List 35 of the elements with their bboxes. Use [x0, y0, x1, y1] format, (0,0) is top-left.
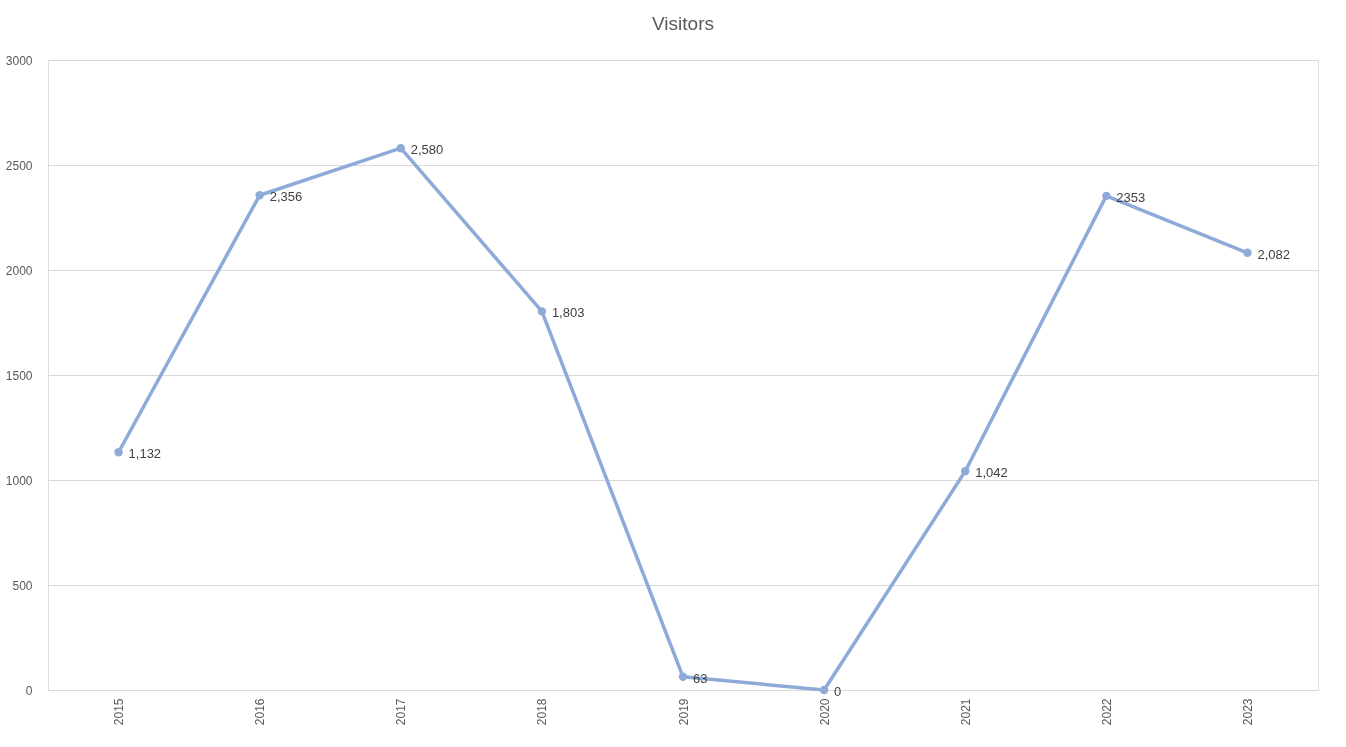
x-tick-label: 2020: [817, 698, 832, 726]
x-tick-label: 2021: [958, 698, 973, 726]
y-tick-label: 1500: [5, 368, 33, 383]
y-tick-label: 500: [12, 578, 33, 593]
y-tick-label: 3000: [5, 53, 33, 68]
x-tick-label: 2017: [394, 698, 409, 726]
x-tick-label: 2022: [1099, 698, 1114, 726]
data-label: 2353: [1116, 189, 1146, 205]
data-label: 0: [834, 684, 842, 699]
point: [961, 467, 970, 476]
x-tick-label: 2018: [535, 698, 550, 726]
x-tick-label: 2019: [676, 698, 691, 726]
point: [678, 672, 688, 681]
point: [396, 144, 405, 153]
y-tick-label: 1000: [5, 473, 33, 488]
y-tick-label: 2500: [5, 158, 33, 173]
y-tick-label: 0: [25, 683, 33, 698]
point: [1243, 248, 1252, 257]
data-label: 1,132: [128, 446, 162, 462]
point: [114, 448, 123, 457]
data-label: 63: [693, 670, 708, 686]
data-label: 2,082: [1257, 246, 1290, 262]
x-tick-label: 2023: [1240, 698, 1255, 726]
x-tick-label: 2016: [253, 698, 268, 726]
point: [537, 307, 547, 316]
point: [819, 685, 829, 695]
data-label: 1,803: [551, 305, 585, 321]
point: [1102, 191, 1111, 201]
x-tick-label: 2015: [112, 698, 127, 726]
data-label: 2,356: [269, 189, 303, 205]
y-tick-label: 2000: [5, 263, 33, 278]
chart-title: Visitors: [652, 13, 714, 34]
point: [255, 191, 264, 200]
data-label: 1,042: [975, 465, 1008, 481]
data-label: 2,580: [410, 142, 444, 158]
